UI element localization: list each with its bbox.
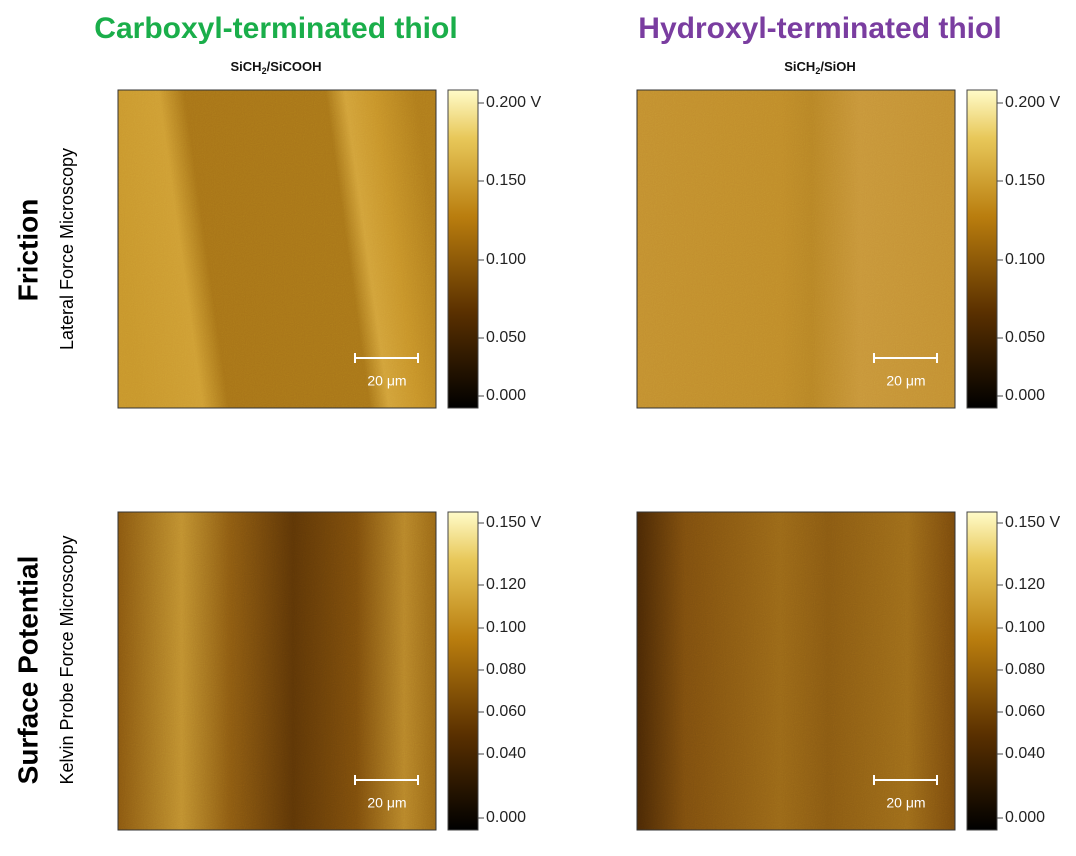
colorbar-label: 0.120 bbox=[1005, 576, 1045, 593]
colorbar-label: 0.080 bbox=[1005, 661, 1045, 678]
colorbar-label: 0.000 bbox=[1005, 387, 1045, 404]
scale-bar-label: 20 μm bbox=[367, 373, 406, 389]
row-title: Friction bbox=[12, 199, 43, 302]
colorbar bbox=[967, 512, 997, 830]
scale-bar-label: 20 μm bbox=[886, 373, 925, 389]
afm-panel: 20 μm 0.150 V 0.120 0.100 0.080 0.060 0.040 0.0… bbox=[637, 512, 1060, 830]
afm-noise bbox=[637, 512, 955, 830]
page: AFM figure {"columns":[ {"title":"Carbox… bbox=[0, 0, 1076, 851]
colorbar-label: 0.120 bbox=[486, 576, 526, 593]
subtitle-rest: /SiCOOH bbox=[267, 59, 322, 74]
colorbar bbox=[448, 90, 478, 408]
colorbar-label: 0.050 bbox=[486, 329, 526, 346]
row-subtitle: Lateral Force Microscopy bbox=[57, 148, 77, 350]
colorbar-label: 0.040 bbox=[1005, 745, 1045, 762]
colorbar-label: 0.200 V bbox=[486, 94, 541, 111]
afm-noise bbox=[118, 512, 436, 830]
figure: Carboxyl-terminated thiol SiCH2/SiCOOH Hyd… bbox=[0, 0, 1076, 851]
colorbar-label: 0.150 V bbox=[1005, 514, 1060, 531]
subtitle-base: SiCH bbox=[784, 59, 815, 74]
colorbar-label: 0.000 bbox=[1005, 809, 1045, 826]
body: Carboxyl-terminated thiol SiCH2/SiCOOH Hyd… bbox=[0, 0, 1076, 851]
colorbar-label: 0.000 bbox=[486, 809, 526, 826]
subtitle-rest: /SiOH bbox=[820, 59, 855, 74]
colorbar-label: 0.000 bbox=[486, 387, 526, 404]
colorbar-label: 0.080 bbox=[486, 661, 526, 678]
subtitle-base: SiCH bbox=[231, 59, 262, 74]
column-subtitle: SiCH2/SiCOOH bbox=[231, 59, 322, 76]
colorbar-label: 0.060 bbox=[486, 703, 526, 720]
colorbar-label: 0.040 bbox=[486, 745, 526, 762]
colorbar-label: 0.150 bbox=[1005, 172, 1045, 189]
colorbar-label: 0.100 bbox=[486, 619, 526, 636]
row-subtitle: Kelvin Probe Force Microscopy bbox=[57, 535, 77, 784]
column-title: Carboxyl-terminated thiol bbox=[94, 12, 457, 45]
colorbar-label: 0.200 V bbox=[1005, 94, 1060, 111]
colorbar bbox=[967, 90, 997, 408]
colorbar-label: 0.100 bbox=[1005, 251, 1045, 268]
afm-panel: 20 μm 0.200 V 0.150 0.100 0.050 0.000 bbox=[637, 90, 1060, 408]
column-title: Hydroxyl-terminated thiol bbox=[638, 12, 1001, 45]
colorbar-label: 0.100 bbox=[1005, 619, 1045, 636]
afm-panel: 20 μm 0.150 V 0.120 0.100 0.080 0.060 0.040 0.0… bbox=[118, 512, 541, 830]
colorbar-label: 0.050 bbox=[1005, 329, 1045, 346]
colorbar-label: 0.100 bbox=[486, 251, 526, 268]
column-subtitle: SiCH2/SiOH bbox=[784, 59, 855, 76]
scale-bar-label: 20 μm bbox=[886, 795, 925, 811]
row-title: Surface Potential bbox=[12, 556, 43, 785]
afm-panel: 20 μm 0.200 V 0.150 0.100 0.050 0.000 bbox=[118, 90, 541, 408]
colorbar-label: 0.150 bbox=[486, 172, 526, 189]
colorbar-label: 0.150 V bbox=[486, 514, 541, 531]
afm-noise bbox=[637, 90, 955, 408]
scale-bar-label: 20 μm bbox=[367, 795, 406, 811]
colorbar-label: 0.060 bbox=[1005, 703, 1045, 720]
colorbar bbox=[448, 512, 478, 830]
afm-noise bbox=[118, 90, 436, 408]
